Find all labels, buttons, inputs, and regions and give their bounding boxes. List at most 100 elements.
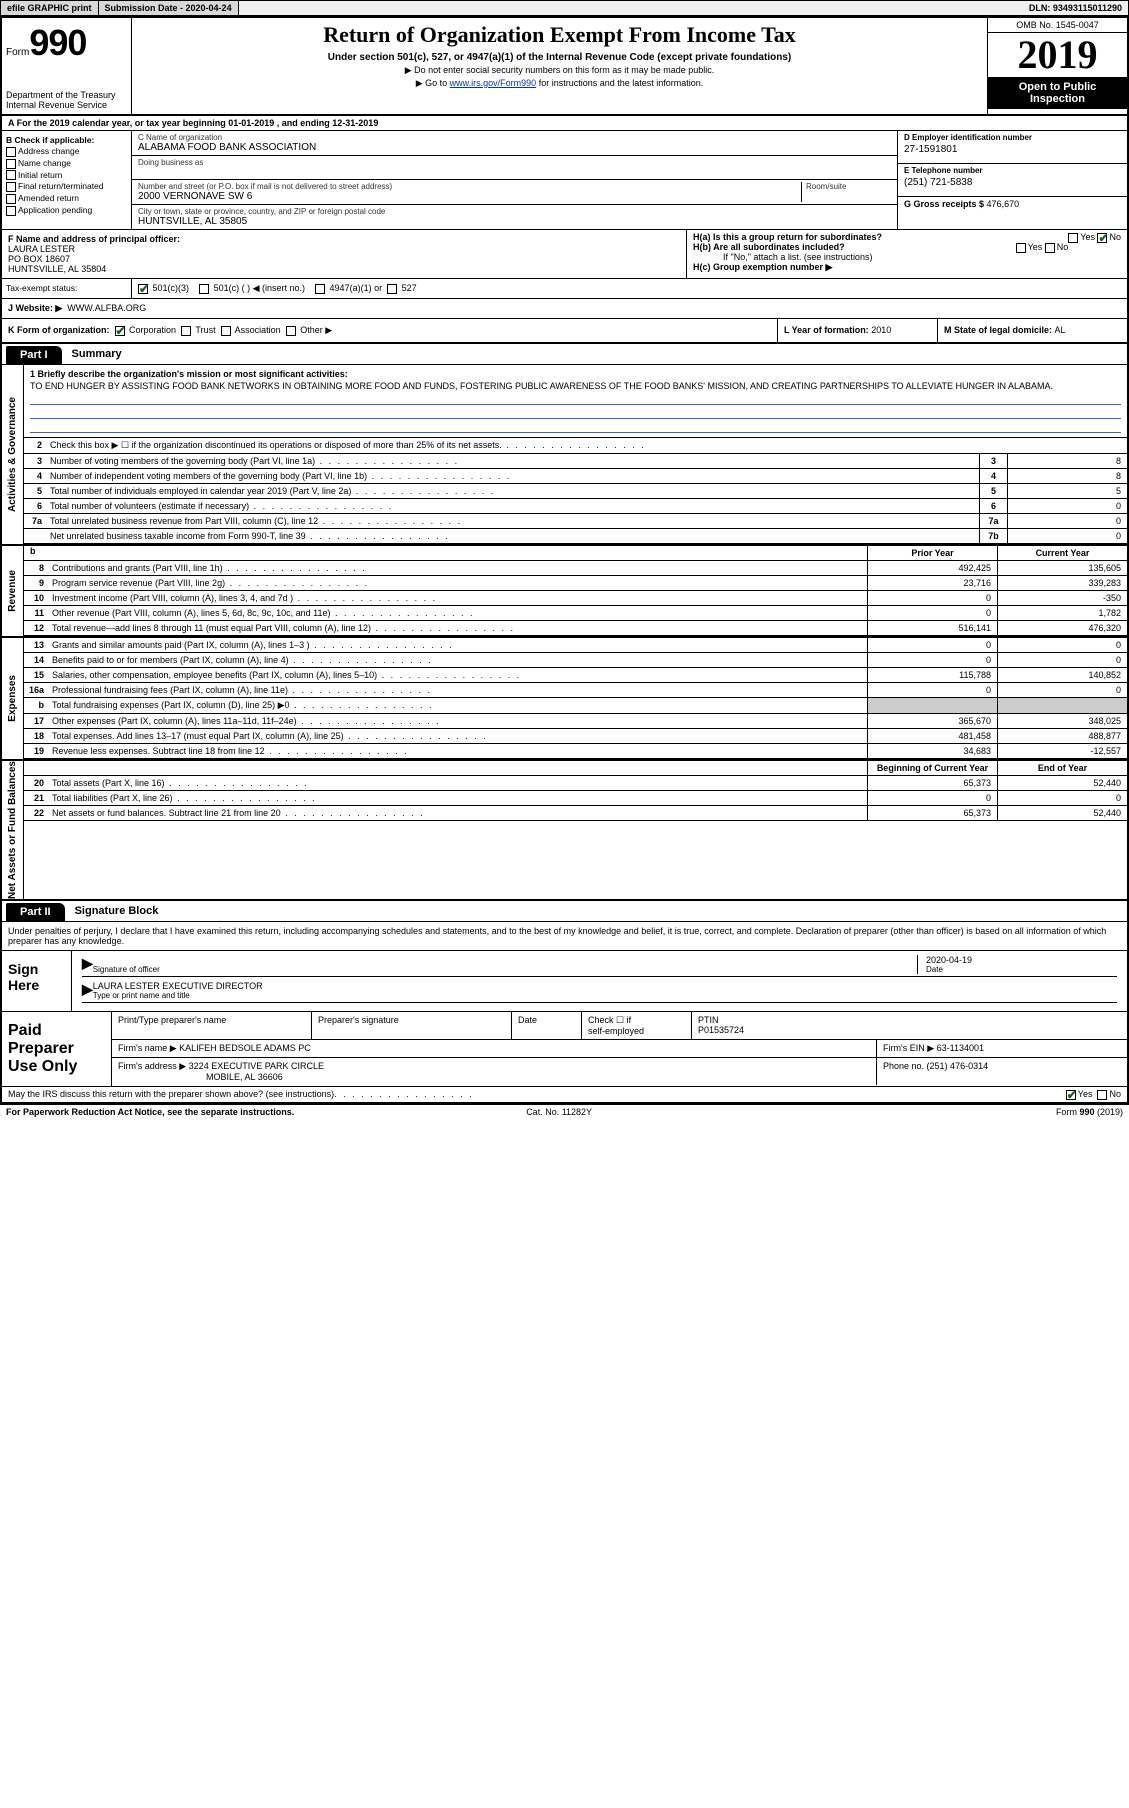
cb-4947[interactable] — [315, 284, 325, 294]
rev-side: Revenue — [2, 546, 24, 636]
discuss-q: May the IRS discuss this return with the… — [8, 1089, 334, 1100]
hc-label: H(c) Group exemption number ▶ — [693, 262, 832, 272]
top-bar: efile GRAPHIC print Submission Date - 20… — [0, 0, 1129, 16]
status-opts: 501(c)(3) 501(c) ( ) ◀ (insert no.) 4947… — [132, 279, 1127, 298]
dept-treasury: Department of the Treasury — [6, 90, 127, 100]
hb-yes[interactable] — [1016, 243, 1026, 253]
website-val: WWW.ALFBA.ORG — [67, 303, 146, 313]
data-row: 13Grants and similar amounts paid (Part … — [24, 638, 1127, 653]
prep-self: Check ☐ ifself-employed — [582, 1012, 692, 1039]
mission-text: TO END HUNGER BY ASSISTING FOOD BANK NET… — [30, 381, 1121, 391]
cb-501c[interactable] — [199, 284, 209, 294]
street-val: 2000 VERNONAVE SW 6 — [138, 191, 801, 202]
na-section: Net Assets or Fund Balances Beginning of… — [2, 759, 1127, 899]
ag-row: Net unrelated business taxable income fr… — [24, 529, 1127, 544]
cb-assoc[interactable] — [221, 326, 231, 336]
data-row: 15Salaries, other compensation, employee… — [24, 668, 1127, 683]
info-block: B Check if applicable: Address change Na… — [2, 131, 1127, 230]
part2-title: Signature Block — [75, 905, 159, 917]
open-public: Open to Public Inspection — [988, 77, 1127, 109]
cb-527[interactable] — [387, 284, 397, 294]
paid-preparer: Paid Preparer Use Only Print/Type prepar… — [2, 1012, 1127, 1087]
gross-val: 476,670 — [987, 199, 1020, 209]
col-c: C Name of organization ALABAMA FOOD BANK… — [132, 131, 897, 229]
efile-btn[interactable]: efile GRAPHIC print — [1, 1, 99, 15]
ag-row: 5Total number of individuals employed in… — [24, 484, 1127, 499]
prep-sig-hdr: Preparer's signature — [312, 1012, 512, 1039]
sign-here: Sign Here ▶ Signature of officer 2020-04… — [2, 951, 1127, 1012]
firm-ein: Firm's EIN ▶ 63-1134001 — [877, 1040, 1127, 1057]
subdate-btn[interactable]: Submission Date - 2020-04-24 — [99, 1, 239, 15]
tel-val: (251) 721-5838 — [904, 177, 1121, 188]
cb-pending[interactable]: Application pending — [6, 205, 127, 216]
data-row: 14Benefits paid to or for members (Part … — [24, 653, 1127, 668]
exp-section: Expenses 13Grants and similar amounts pa… — [2, 636, 1127, 759]
firm-phone: Phone no. (251) 476-0314 — [877, 1058, 1127, 1085]
ag-row: 3Number of voting members of the governi… — [24, 454, 1127, 469]
ha-no[interactable] — [1097, 233, 1107, 243]
discuss-yes[interactable] — [1066, 1090, 1076, 1100]
tel-label: E Telephone number — [904, 166, 1121, 175]
city-val: HUNTSVILLE, AL 35805 — [138, 216, 891, 227]
cb-address[interactable]: Address change — [6, 146, 127, 157]
irs-label: Internal Revenue Service — [6, 100, 127, 110]
cb-trust[interactable] — [181, 326, 191, 336]
data-row: 16aProfessional fundraising fees (Part I… — [24, 683, 1127, 698]
data-row: 18Total expenses. Add lines 13–17 (must … — [24, 729, 1127, 744]
part1-title: Summary — [72, 348, 122, 360]
data-row: 21Total liabilities (Part X, line 26)00 — [24, 791, 1127, 806]
data-row: 8Contributions and grants (Part VIII, li… — [24, 561, 1127, 576]
line-a: A For the 2019 calendar year, or tax yea… — [2, 116, 1127, 131]
irs-link[interactable]: www.irs.gov/Form990 — [450, 78, 537, 88]
ag-section: Activities & Governance 1 Briefly descri… — [2, 365, 1127, 544]
rev-section: Revenue b Prior Year Current Year 8Contr… — [2, 544, 1127, 636]
f-name: LAURA LESTER — [8, 244, 680, 254]
header-left: Form990 Department of the Treasury Inter… — [2, 18, 132, 114]
boy-hdr: Beginning of Current Year — [867, 761, 997, 775]
data-row: bTotal fundraising expenses (Part IX, co… — [24, 698, 1127, 714]
cb-501c3[interactable] — [138, 284, 148, 294]
discuss-row: May the IRS discuss this return with the… — [2, 1087, 1127, 1103]
k-right: M State of legal domicile: AL — [937, 319, 1127, 342]
data-row: 12Total revenue—add lines 8 through 11 (… — [24, 621, 1127, 636]
note-link: ▶ Go to www.irs.gov/Form990 for instruct… — [140, 78, 979, 89]
form-title: Return of Organization Exempt From Incom… — [140, 22, 979, 48]
cb-other[interactable] — [286, 326, 296, 336]
cb-final[interactable]: Final return/terminated — [6, 181, 127, 192]
part1-header: Part I Summary — [2, 344, 1127, 365]
ag-row: 2Check this box ▶ ☐ if the organization … — [24, 438, 1127, 454]
exp-side: Expenses — [2, 638, 24, 759]
na-side: Net Assets or Fund Balances — [2, 761, 24, 899]
data-row: 22Net assets or fund balances. Subtract … — [24, 806, 1127, 821]
py-hdr: Prior Year — [867, 546, 997, 560]
cb-name[interactable]: Name change — [6, 158, 127, 169]
ha-yes[interactable] — [1068, 233, 1078, 243]
note-ssn: ▶ Do not enter social security numbers o… — [140, 65, 979, 76]
dba-label: Doing business as — [138, 158, 891, 167]
org-name-label: C Name of organization — [138, 133, 891, 142]
discuss-no[interactable] — [1097, 1090, 1107, 1100]
prep-date-hdr: Date — [512, 1012, 582, 1039]
header-mid: Return of Organization Exempt From Incom… — [132, 18, 987, 114]
sig-date: 2020-04-19 — [926, 955, 972, 965]
form-subtitle: Under section 501(c), 527, or 4947(a)(1)… — [140, 52, 979, 63]
cb-amended[interactable]: Amended return — [6, 193, 127, 204]
hb-no[interactable] — [1045, 243, 1055, 253]
col-b: B Check if applicable: Address change Na… — [2, 131, 132, 229]
cb-corp[interactable] — [115, 326, 125, 336]
part2-tab: Part II — [6, 903, 65, 921]
hb-label: H(b) Are all subordinates included? — [693, 242, 845, 252]
data-row: 20Total assets (Part X, line 16)65,37352… — [24, 776, 1127, 791]
arrow-icon: ▶ — [82, 955, 93, 974]
rev-colhdr: b Prior Year Current Year — [24, 546, 1127, 561]
header-right: OMB No. 1545-0047 2019 Open to Public In… — [987, 18, 1127, 114]
prep-name-hdr: Print/Type preparer's name — [112, 1012, 312, 1039]
eoy-hdr: End of Year — [997, 761, 1127, 775]
paid-label: Paid Preparer Use Only — [2, 1012, 112, 1086]
sign-label: Sign Here — [2, 951, 72, 1011]
hb-note: If "No," attach a list. (see instruction… — [693, 252, 1121, 262]
header: Form990 Department of the Treasury Inter… — [2, 18, 1127, 116]
paperwork: For Paperwork Reduction Act Notice, see … — [6, 1107, 294, 1117]
street-label: Number and street (or P.O. box if mail i… — [138, 182, 801, 191]
cb-initial[interactable]: Initial return — [6, 170, 127, 181]
